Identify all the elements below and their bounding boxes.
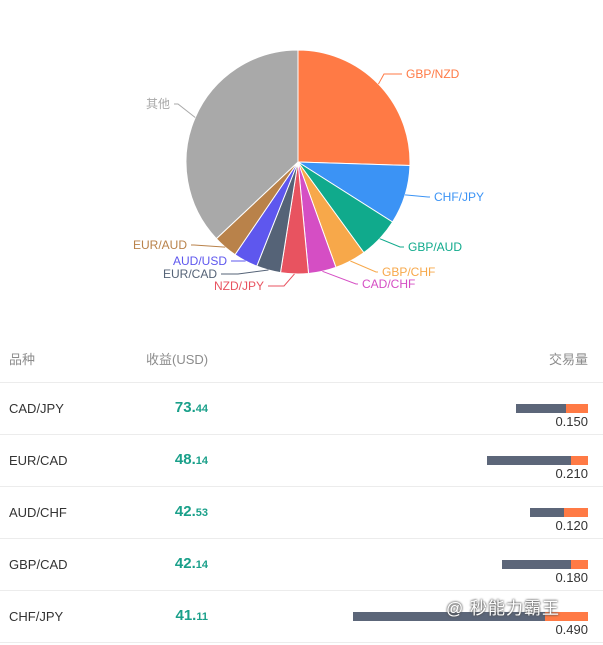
row-profit-decimal: 44 [195,403,208,415]
volume-bar [487,456,588,465]
volume-bar-orange [544,612,588,621]
table-row[interactable]: EUR/CAD 48.14 0.210 [0,434,603,487]
row-profit-integer: 73. [174,399,196,416]
pie-label: EUR/CAD [163,267,217,281]
pie-leader-line [379,238,404,248]
pie-slice[interactable] [185,49,299,240]
pie-leader-line [268,273,295,287]
volume-bar-gray [501,560,572,569]
volume-bar [530,508,588,517]
table-row[interactable]: CHF/JPY 41.11 0.490 [0,590,603,643]
pie-label: CAD/CHF [362,277,415,291]
row-profit: 42.53 [100,503,208,521]
pie-label: GBP/CHF [382,265,435,279]
pie-label: CHF/JPY [434,190,484,204]
row-profit-integer: 42. [174,555,196,572]
pie-leader-line [350,260,378,273]
row-volume: 0.210 [555,466,588,481]
volume-bar-orange [571,560,588,569]
pie-label: NZD/JPY [214,279,264,293]
pie-label: AUD/USD [173,254,227,268]
row-symbol: CAD/JPY [9,401,64,416]
volume-bar [516,404,588,413]
row-profit-decimal: 14 [195,559,208,571]
row-volume: 0.120 [555,518,588,533]
pie-label: 其他 [146,97,170,111]
row-volume: 0.180 [555,570,588,585]
volume-bar-gray [530,508,564,517]
header-volume: 交易量 [548,352,588,367]
row-volume: 0.150 [555,414,588,429]
volume-bar-gray [487,456,572,465]
header-symbol: 品种 [9,352,36,367]
row-profit-decimal: 14 [195,455,208,467]
pie-leader-line [221,269,269,275]
volume-bar-orange [563,508,588,517]
row-volume: 0.490 [555,622,588,637]
volume-bar-orange [566,404,588,413]
watermark: @ 秒能力霸王 [446,599,560,618]
table-bottom-border [0,642,603,644]
row-profit-decimal: 53 [195,507,208,519]
volume-bar-orange [571,456,588,465]
row-profit-integer: 48. [174,451,196,468]
row-profit: 42.14 [100,555,208,573]
pie-label: GBP/NZD [406,67,460,81]
table-row[interactable]: CAD/JPY 73.44 0.150 [0,382,603,435]
volume-bar [352,612,588,621]
pie-slice[interactable] [297,49,411,167]
header-profit: 收益(USD) [146,352,209,367]
row-profit-integer: 41. [175,607,197,624]
row-symbol: GBP/CAD [9,557,68,572]
row-profit: 73.44 [100,399,208,417]
row-profit-decimal: 11 [196,611,208,623]
pie-label: GBP/AUD [408,240,462,254]
pie-leader-line [191,244,226,248]
row-symbol: AUD/CHF [9,505,67,520]
row-profit: 41.11 [100,607,209,625]
pie-leader-line [174,103,196,118]
table-row[interactable]: GBP/CAD 42.14 0.180 [0,538,603,591]
pie-leader-line [405,194,430,198]
volume-bar-gray [516,404,567,413]
volume-bar-gray [352,612,545,621]
volume-bar [501,560,588,569]
pie-leader-line [322,270,358,285]
table-row[interactable]: AUD/CHF 42.53 0.120 [0,486,603,539]
pie-leader-line [377,73,402,85]
row-profit: 48.14 [100,451,208,469]
pie-label: EUR/AUD [133,238,187,252]
row-symbol: CHF/JPY [9,609,64,624]
row-profit-integer: 42. [174,503,196,520]
row-symbol: EUR/CAD [9,453,68,468]
